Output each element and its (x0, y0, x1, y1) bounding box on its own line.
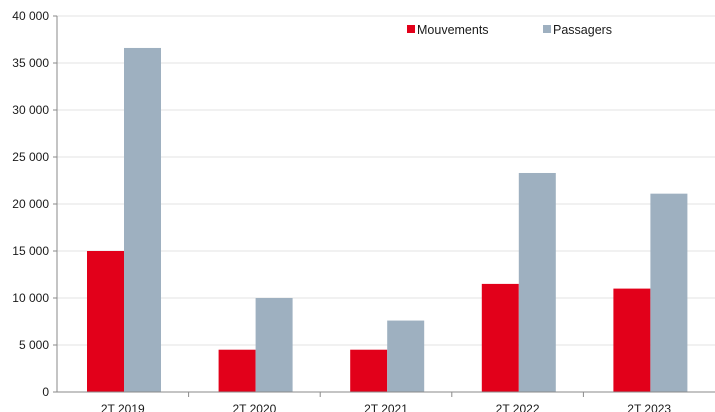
bars (87, 47, 688, 393)
bar-passagers-2t-2022 (518, 172, 556, 392)
bar-mouvements-2t-2019 (87, 251, 124, 392)
bar-passagers-2t-2020 (255, 298, 293, 392)
legend-label-mouvements: Mouvements (417, 23, 489, 37)
y-tick-label: 25 000 (12, 150, 49, 164)
y-tick-label: 40 000 (12, 9, 49, 23)
y-tick-label: 35 000 (12, 56, 49, 70)
y-tick-label: 30 000 (12, 103, 49, 117)
y-tick-label: 5 000 (19, 338, 49, 352)
bar-mouvements-2t-2021 (350, 349, 388, 392)
bar-passagers-2t-2019 (124, 47, 161, 393)
x-tick-label: 2T 2019 (101, 402, 145, 412)
y-tick-label: 15 000 (12, 244, 49, 258)
bar-passagers-2t-2023 (650, 193, 688, 392)
legend-swatch-mouvements (407, 25, 415, 33)
x-tick-label: 2T 2020 (232, 402, 276, 412)
x-tick-label: 2T 2021 (364, 402, 408, 412)
x-axis: 2T 2019 2T 2020 2T 2021 2T 2022 2T 2023 (57, 391, 715, 412)
y-tick-label: 20 000 (12, 197, 49, 211)
bar-mouvements-2t-2023 (613, 288, 651, 392)
legend-label-passagers: Passagers (553, 23, 612, 37)
y-tick-label: 0 (42, 385, 49, 399)
y-axis: 0 5 000 10 000 15 000 20 000 25 000 30 000 35 0… (12, 9, 58, 399)
x-tick-label: 2T 2023 (627, 402, 671, 412)
y-tick-label: 10 000 (12, 291, 49, 305)
legend-swatch-passagers (543, 25, 551, 33)
bar-passagers-2t-2021 (387, 320, 425, 392)
gridlines (57, 15, 715, 346)
legend: Mouvements Passagers (407, 23, 612, 37)
bar-mouvements-2t-2020 (218, 349, 256, 392)
bar-mouvements-2t-2022 (481, 283, 519, 392)
x-tick-label: 2T 2022 (496, 402, 540, 412)
